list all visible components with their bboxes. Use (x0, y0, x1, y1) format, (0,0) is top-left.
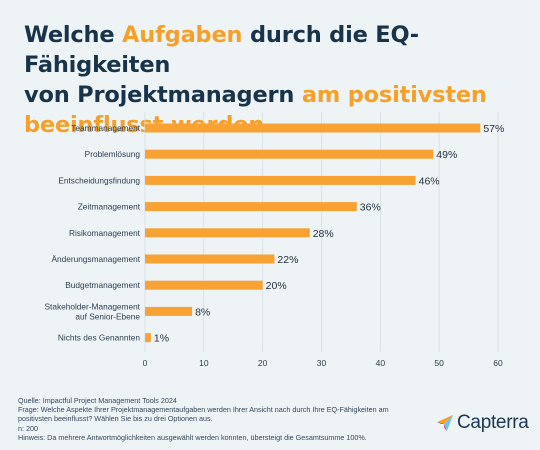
category-label: Entscheidungsfindung (58, 175, 140, 185)
sample-size: n: 200 (18, 423, 38, 433)
chart-title: Welche Aufgaben durch die EQ-Fähigkeiten… (24, 20, 524, 140)
x-tick-label: 30 (317, 358, 327, 368)
value-label: 22% (277, 254, 298, 266)
value-label: 28% (313, 228, 334, 240)
x-tick-label: 20 (258, 358, 268, 368)
title-text: von Projektmanagern (24, 82, 302, 108)
x-tick-label: 60 (493, 358, 503, 368)
source-note: Quelle: Impactful Project Management Too… (18, 396, 177, 405)
logo-text: Capterra (457, 412, 529, 433)
title-text: durch die EQ-Fähigkeiten (24, 22, 419, 78)
x-tick-label: 10 (199, 358, 209, 368)
category-label: Risikomanagement (69, 228, 141, 238)
bar (145, 306, 193, 316)
title-accent: am positivsten (301, 82, 487, 108)
capterra-logo: Capterra (436, 412, 529, 434)
bar (145, 280, 263, 290)
question-note-line1: Frage: Welche Aspekte Ihrer Projektmanag… (18, 405, 389, 415)
bar (145, 175, 416, 185)
bar (145, 254, 275, 264)
category-label: Budgetmanagement (65, 280, 140, 290)
footer-notes: Quelle: Impactful Project Management Too… (18, 396, 418, 442)
bar (145, 333, 151, 343)
bar (145, 202, 357, 212)
question-note-line2: positivsten beeinflusst? Wählen Sie bis … (18, 414, 213, 424)
category-label: Zeitmanagement (78, 202, 141, 212)
value-label: 20% (266, 280, 287, 292)
value-label: 57% (483, 123, 504, 135)
hint-note: Hinweis: Da mehrere Antwortmöglichkeiten… (18, 432, 367, 442)
bar (145, 228, 310, 238)
value-label: 49% (436, 149, 457, 161)
x-tick-label: 40 (376, 358, 386, 368)
value-label: 8% (195, 306, 210, 318)
category-label: Nichts des Genannten (58, 333, 140, 343)
title-accent: Aufgaben (122, 22, 243, 48)
x-tick-label: 0 (143, 358, 148, 368)
value-label: 1% (154, 333, 169, 345)
value-label: 36% (360, 202, 381, 214)
bar (145, 149, 434, 159)
bar-chart: 0 10 20 30 40 50 60 Teammanagement 57% Problemlös… (45, 112, 504, 368)
category-label: Änderungsmanagement (51, 254, 140, 264)
bar (145, 123, 481, 133)
category-label: Teammanagement (71, 123, 140, 133)
title-text: Welche (24, 22, 123, 48)
x-tick-label: 50 (434, 358, 444, 368)
category-label: Problemlösung (85, 149, 141, 159)
category-label: Stakeholder-Management auf Senior-Ebene (45, 301, 141, 321)
value-label: 46% (419, 175, 440, 187)
capterra-arrow-icon (436, 414, 454, 432)
